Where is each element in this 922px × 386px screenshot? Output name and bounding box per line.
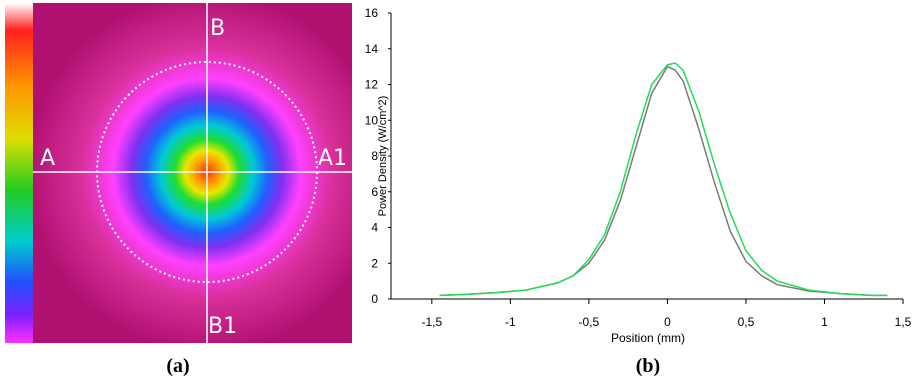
- label: A: [40, 146, 55, 171]
- x-tick-label: 0: [664, 315, 671, 329]
- figure: A A1 B B1 (a) (b) Position (mm) Power De…: [0, 0, 922, 381]
- y-tick-label: 12: [365, 78, 379, 92]
- label: B: [210, 16, 225, 41]
- x-tick-label: -1,5: [421, 315, 442, 329]
- y-tick-label: 8: [371, 149, 378, 163]
- x-tick-label: 1: [821, 315, 828, 329]
- label: A1: [318, 146, 347, 171]
- label: B1: [208, 314, 237, 339]
- x-tick-label: -0,5: [579, 315, 600, 329]
- x-tick-label: -1: [505, 315, 516, 329]
- x-tick-label: 0,5: [738, 315, 755, 329]
- y-tick-label: 4: [371, 221, 378, 235]
- caption: (a): [166, 355, 189, 377]
- x-axis-title: Position (mm): [611, 331, 685, 345]
- color-bar: [5, 3, 33, 343]
- y-tick-label: 6: [371, 185, 378, 199]
- y-tick-label: 0: [371, 292, 378, 306]
- y-tick-label: 2: [371, 256, 378, 270]
- series-line: [440, 67, 888, 296]
- y-tick-label: 14: [365, 42, 379, 56]
- x-tick-label: 1,5: [895, 315, 912, 329]
- series-line: [440, 63, 888, 295]
- beam-image: [33, 3, 352, 343]
- y-axis-title: Power Density (W/cm^2): [377, 96, 389, 217]
- y-tick-label: 10: [365, 113, 379, 127]
- y-tick-label: 16: [365, 6, 379, 20]
- caption: (b): [636, 355, 660, 377]
- page: {"image_panel": {"labels": {"left": "A",…: [0, 0, 922, 381]
